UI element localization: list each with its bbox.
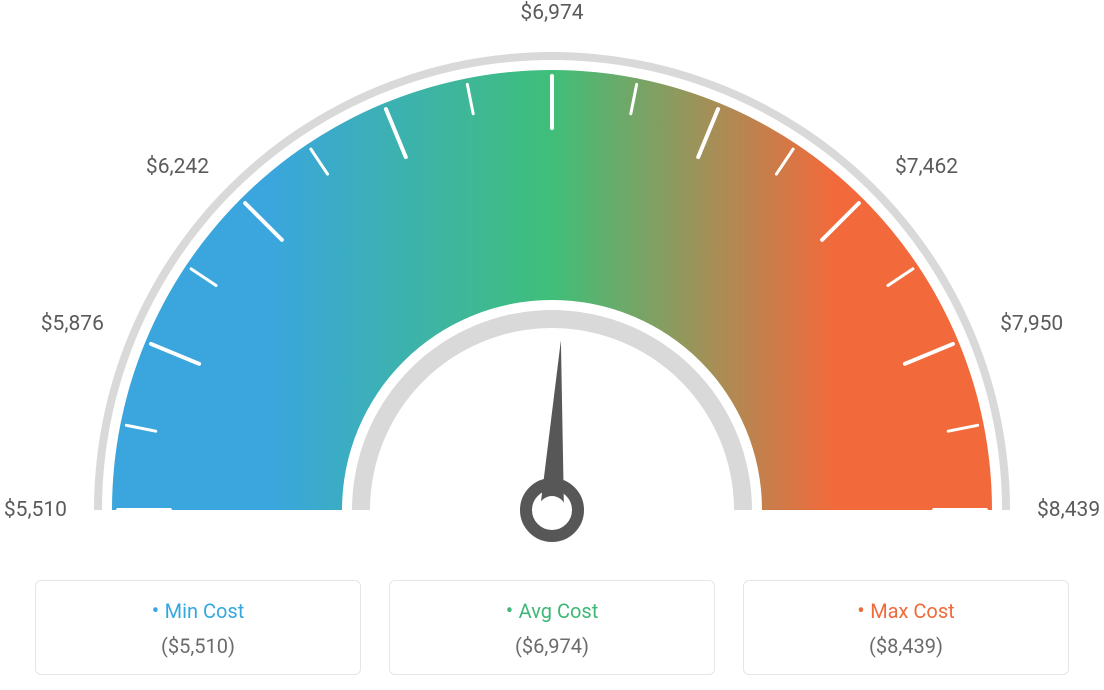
- legend-min-label: Min Cost: [46, 599, 350, 624]
- legend-min-value: ($5,510): [46, 634, 350, 658]
- gauge-scale-label: $5,510: [4, 498, 67, 522]
- legend-card-max: Max Cost ($8,439): [743, 580, 1069, 675]
- legend-max-value: ($8,439): [754, 634, 1058, 658]
- gauge-chart: $5,510 $5,876 $6,242 $6,974 $7,462 $7,950 $8,4…: [0, 0, 1104, 580]
- legend-card-min: Min Cost ($5,510): [35, 580, 361, 675]
- legend-card-avg: Avg Cost ($6,974): [389, 580, 715, 675]
- gauge-scale-label: $6,974: [520, 1, 583, 25]
- gauge-scale-label: $7,950: [1000, 312, 1063, 336]
- legend-avg-label: Avg Cost: [400, 599, 704, 624]
- legend-avg-value: ($6,974): [400, 634, 704, 658]
- gauge-scale-label: $8,439: [1037, 498, 1100, 522]
- gauge-scale-label: $7,462: [895, 155, 958, 179]
- gauge-scale-label: $5,876: [41, 312, 104, 336]
- legend-row: Min Cost ($5,510) Avg Cost ($6,974) Max …: [0, 580, 1104, 675]
- legend-max-label: Max Cost: [754, 599, 1058, 624]
- gauge-scale-label: $6,242: [146, 155, 209, 179]
- gauge-svg: [0, 0, 1104, 580]
